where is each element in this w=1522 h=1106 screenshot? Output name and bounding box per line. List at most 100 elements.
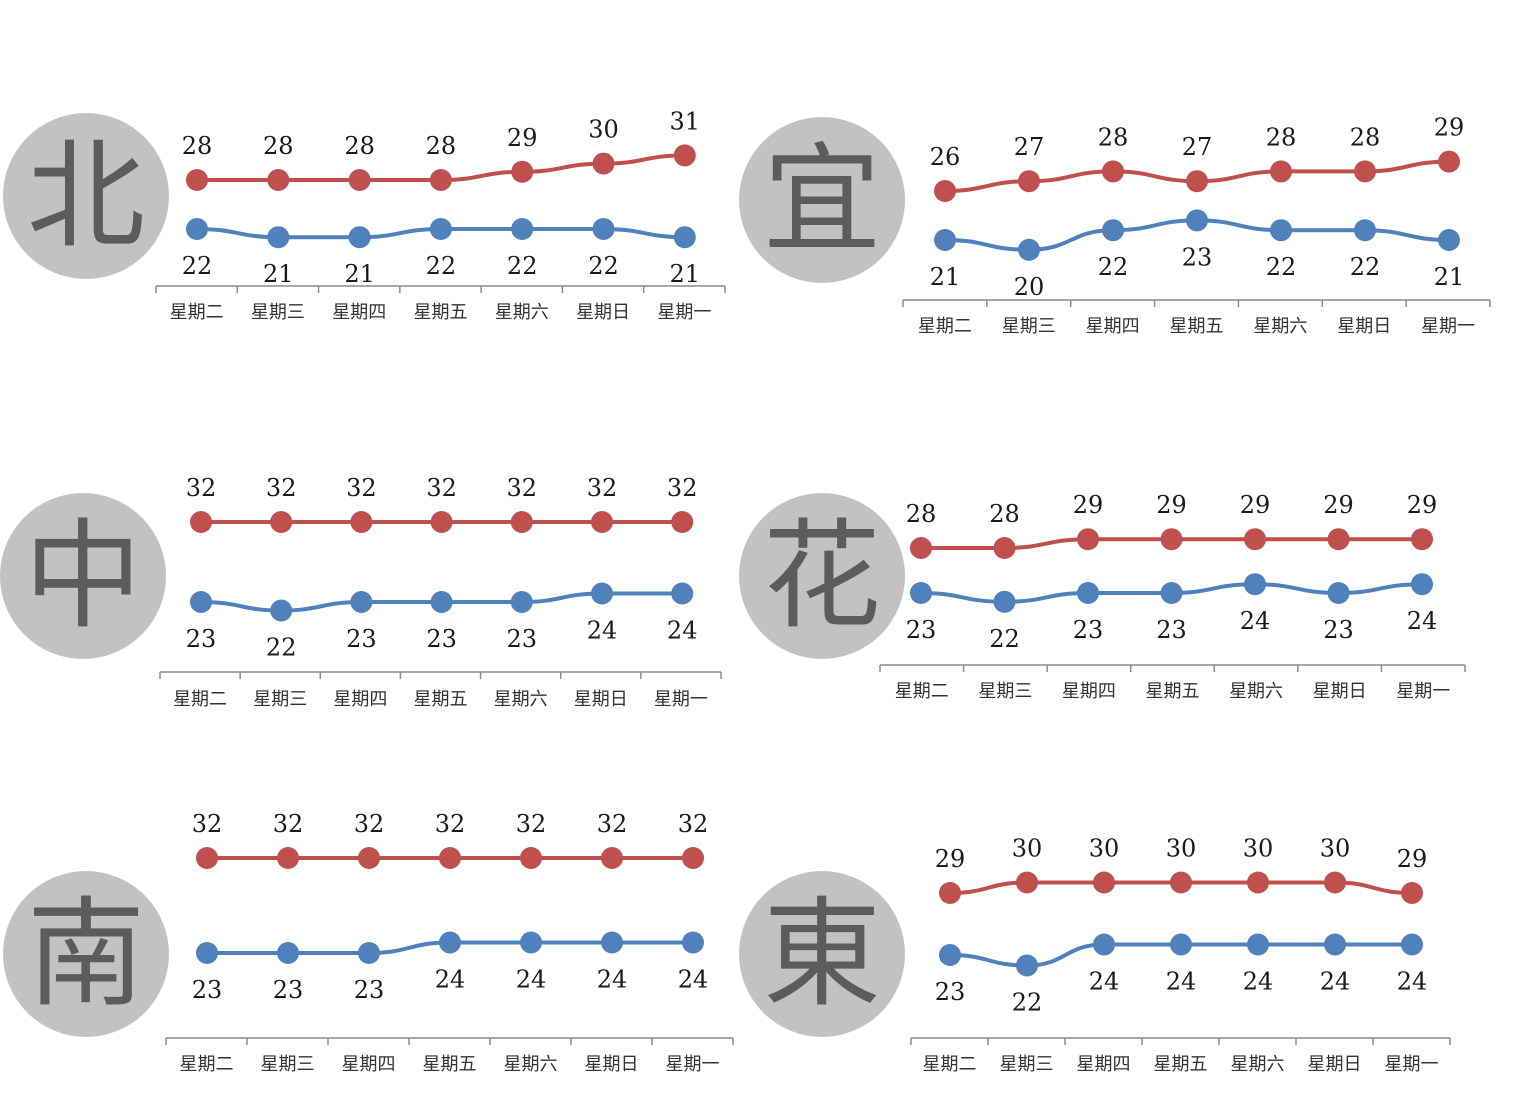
low-temp-label: 24 <box>435 966 466 994</box>
x-tick-label: 星期六 <box>495 302 549 323</box>
high-temp-label: 30 <box>1320 835 1351 863</box>
x-tick-label: 星期四 <box>1077 1054 1131 1075</box>
low-temp-point <box>270 599 293 622</box>
x-tick-label: 星期二 <box>170 302 224 323</box>
low-temp-label: 23 <box>354 976 385 1004</box>
low-temp-point <box>601 931 623 954</box>
x-tick-label: 星期六 <box>1229 681 1283 702</box>
low-temp-point <box>511 218 534 240</box>
low-temp-point <box>1324 933 1346 956</box>
low-temp-point <box>939 944 961 966</box>
high-temp-point <box>1102 160 1124 183</box>
low-temp-point <box>934 229 956 251</box>
high-temp-label: 32 <box>667 474 698 502</box>
low-temp-label: 22 <box>588 252 619 280</box>
region-badge-east: 東 <box>739 871 905 1037</box>
x-tick-label: 星期一 <box>657 302 711 323</box>
x-tick-label: 星期一 <box>666 1054 720 1075</box>
x-tick-label: 星期日 <box>1308 1054 1362 1075</box>
low-temp-label: 23 <box>935 978 966 1006</box>
x-tick-label: 星期四 <box>332 302 386 323</box>
low-temp-label: 22 <box>1266 253 1297 281</box>
x-tick-label: 星期一 <box>654 689 708 710</box>
low-temp-point <box>1170 933 1192 956</box>
low-temp-label: 24 <box>1397 968 1428 996</box>
low-temp-point <box>348 226 371 249</box>
x-tick-label: 星期日 <box>574 689 628 710</box>
x-tick-label: 星期二 <box>918 316 972 337</box>
low-temp-point <box>1411 573 1433 596</box>
low-temp-point <box>1327 582 1350 604</box>
low-temp-point <box>1354 219 1376 242</box>
low-temp-label: 24 <box>597 966 628 994</box>
high-temp-point <box>601 847 623 869</box>
high-temp-point <box>511 160 534 183</box>
low-temp-point <box>1270 219 1292 242</box>
x-tick-label: 星期六 <box>494 689 548 710</box>
low-temp-label: 22 <box>507 252 538 280</box>
low-temp-label: 24 <box>587 617 618 645</box>
region-label: 南 <box>26 885 145 1023</box>
high-temp-label: 32 <box>678 810 709 838</box>
region-label: 北 <box>26 127 145 265</box>
high-temp-point <box>270 511 293 533</box>
high-temp-label: 29 <box>507 124 538 152</box>
low-temp-label: 24 <box>1166 968 1197 996</box>
low-temp-label: 23 <box>192 976 223 1004</box>
low-temp-label: 23 <box>1073 616 1104 644</box>
high-temp-label: 28 <box>263 132 294 160</box>
low-temp-label: 21 <box>263 260 294 288</box>
high-temp-label: 28 <box>426 132 457 160</box>
low-temp-point <box>671 582 694 605</box>
low-temp-label: 22 <box>989 625 1020 653</box>
high-temp-label: 31 <box>670 107 701 135</box>
high-temp-label: 29 <box>935 845 966 873</box>
high-temp-point <box>1247 871 1269 894</box>
low-temp-point <box>673 226 696 249</box>
high-temp-label: 28 <box>906 500 937 528</box>
low-temp-label: 21 <box>344 260 375 288</box>
x-tick-label: 星期四 <box>1062 681 1116 702</box>
x-tick-label: 星期四 <box>333 689 387 710</box>
high-temp-label: 29 <box>1397 845 1428 873</box>
low-temp-label: 24 <box>1089 968 1120 996</box>
high-temp-point <box>196 847 218 869</box>
high-temp-point <box>591 511 613 533</box>
low-temp-point <box>1102 219 1124 242</box>
region-label: 中 <box>23 507 142 645</box>
x-tick-label: 星期四 <box>1086 316 1140 337</box>
low-temp-label: 23 <box>346 625 377 653</box>
region-badge-central: 中 <box>0 493 166 659</box>
high-temp-label: 32 <box>587 474 618 502</box>
high-temp-point <box>358 847 380 869</box>
high-temp-point <box>1401 882 1423 904</box>
x-tick-label: 星期一 <box>1385 1054 1439 1075</box>
high-temp-point <box>190 511 212 533</box>
high-temp-label: 30 <box>1166 835 1197 863</box>
region-badge-hualien: 花 <box>739 493 905 659</box>
high-temp-label: 26 <box>930 143 961 171</box>
high-temp-label: 32 <box>346 474 377 502</box>
high-temp-point <box>682 847 704 869</box>
high-temp-label: 30 <box>1012 835 1043 863</box>
high-temp-label: 29 <box>1323 491 1354 519</box>
high-temp-point <box>1077 528 1099 551</box>
x-tick-label: 星期六 <box>1231 1054 1285 1075</box>
low-temp-point <box>430 591 453 613</box>
low-temp-point <box>1186 209 1208 232</box>
x-tick-label: 星期五 <box>414 689 468 710</box>
low-temp-point <box>1438 229 1460 251</box>
low-temp-point <box>439 931 461 954</box>
low-temp-point <box>1077 582 1099 604</box>
x-tick-label: 星期三 <box>978 681 1032 702</box>
x-tick-label: 星期三 <box>1002 316 1056 337</box>
high-temp-point <box>934 180 956 202</box>
high-temp-point <box>671 511 694 533</box>
x-tick-label: 星期一 <box>1421 316 1475 337</box>
low-temp-label: 22 <box>1098 253 1129 281</box>
x-tick-label: 星期五 <box>423 1054 477 1075</box>
low-temp-point <box>993 590 1016 613</box>
high-temp-label: 28 <box>1350 123 1381 151</box>
high-temp-point <box>510 511 533 533</box>
